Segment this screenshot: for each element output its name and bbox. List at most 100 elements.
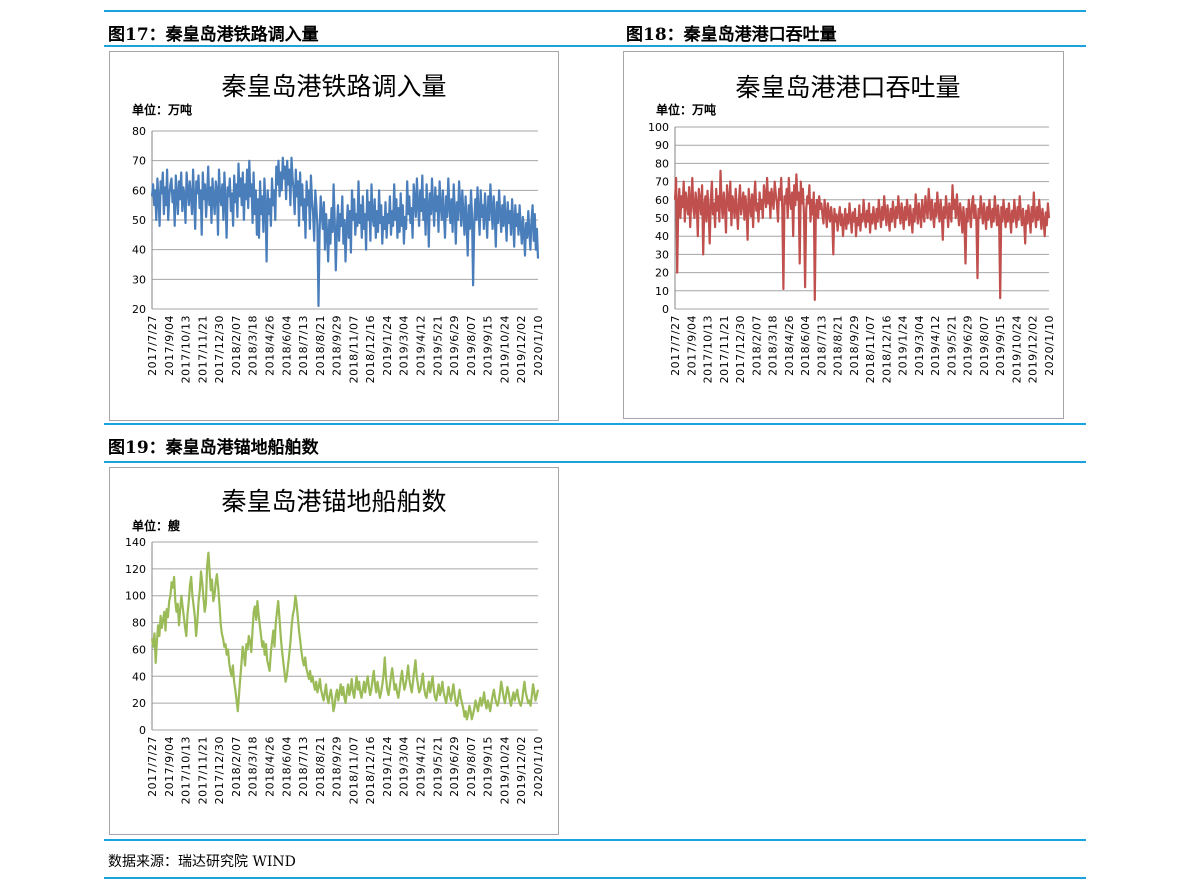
anchorage-x-tick-label: 2019/4/12 [415,736,428,797]
caption-rule-top [104,45,1086,47]
throughput-x-tick-label: 2018/12/16 [880,315,893,383]
throughput-x-tick-label: 2018/2/07 [750,315,763,376]
anchorage-x-tick-label: 2019/5/21 [431,736,444,797]
rail-x-tick-label: 2019/1/24 [381,315,394,376]
throughput-unit-label: 单位：万吨 [656,102,716,117]
throughput-x-tick-label: 2018/9/29 [848,315,861,376]
throughput-y-tick-label: 80 [655,157,669,170]
throughput-y-tick-label: 60 [655,194,669,207]
throughput-x-tick-label: 2019/9/15 [994,315,1007,376]
rail-x-tick-label: 2019/4/12 [415,315,428,376]
rail-y-tick-label: 50 [132,214,146,227]
anchorage-x-tick-label: 2019/9/15 [482,736,495,797]
chart-panel-throughput: 秦皇岛港港口吞吐量 单位：万吨 0 10 20 30 40 50 60 70 80 90 100 2017… [623,51,1064,419]
rail-x-tick-label: 2017/9/04 [163,315,176,376]
throughput-x-tick-label: 2018/7/13 [815,315,828,376]
rail-x-tick-label: 2019/12/02 [515,315,528,383]
rail-x-tick-label: 2020/1/10 [532,315,545,376]
rail-x-tick-label: 2019/6/29 [448,315,461,376]
anchorage-x-tick-label: 2020/1/10 [532,736,545,797]
throughput-x-tick-label: 2019/1/24 [897,315,910,376]
rail-series-line [150,156,540,308]
throughput-y-tick-label: 40 [655,230,669,243]
chart-panel-anchorage: 秦皇岛港锚地船舶数 单位：艘 0 20 40 60 80 100 120 140 2017/7/27… [109,467,559,835]
throughput-x-tick-label: 2017/10/13 [702,315,715,383]
anchorage-x-tick-label: 2018/8/21 [314,736,327,797]
throughput-y-tick-label: 100 [648,121,669,134]
rail-x-tick-label: 2018/9/29 [331,315,344,376]
rail-x-tick-label: 2018/6/04 [280,315,293,376]
throughput-x-tick-label: 2018/6/04 [799,315,812,376]
anchorage-x-tick-label: 2017/11/21 [196,736,209,804]
anchorage-x-tick-label: 2018/3/18 [247,736,260,797]
anchorage-y-tick-label: 40 [132,670,146,683]
throughput-x-tick-label: 2018/3/18 [767,315,780,376]
rail-y-tick-label: 60 [132,184,146,197]
throughput-x-tick-label: 2017/9/04 [685,315,698,376]
throughput-x-tick-label: 2019/3/04 [913,315,926,376]
caption-rule-middle [104,461,1086,463]
throughput-x-tick-label: 2018/8/21 [832,315,845,376]
top-rule [104,10,1086,12]
throughput-x-tick-label: 2019/5/21 [945,315,958,376]
rail-x-tick-label: 2017/7/27 [146,315,159,376]
throughput-y-tick-label: 0 [662,303,669,316]
anchorage-y-tick-label: 20 [132,697,146,710]
anchorage-x-tick-label: 2019/1/24 [381,736,394,797]
rail-x-tick-label: 2019/5/21 [431,315,444,376]
anchorage-x-tick-label: 2019/12/02 [515,736,528,804]
anchorage-x-tick-label: 2018/4/26 [263,736,276,797]
rail-y-tick-label: 20 [132,303,146,316]
anchorage-x-tick-label: 2018/12/16 [364,736,377,804]
throughput-x-tick-label: 2017/11/21 [718,315,731,383]
rail-x-tick-label: 2018/2/07 [230,315,243,376]
anchorage-x-tick-label: 2017/12/30 [213,736,226,804]
throughput-y-tick-label: 30 [655,248,669,261]
anchorage-y-tick-label: 140 [125,536,146,549]
figure-19-caption: 图19：秦皇岛港锚地船舶数 [108,438,319,458]
figure-17-caption: 图17：秦皇岛港铁路调入量 [108,25,319,45]
throughput-x-tick-label: 2019/10/24 [1010,315,1023,383]
rail-y-tick-label: 70 [132,155,146,168]
data-source: 数据来源：瑞达研究院 WIND [108,854,296,870]
rail-y-tick-label: 80 [132,125,146,138]
anchorage-x-tick-label: 2018/6/04 [280,736,293,797]
rail-x-tick-label: 2017/12/30 [213,315,226,383]
rail-x-tick-label: 2017/10/13 [180,315,193,383]
anchorage-x-tick-label: 2019/3/04 [398,736,411,797]
throughput-x-tick-label: 2019/8/07 [978,315,991,376]
anchorage-series-line [150,551,540,721]
anchorage-x-tick-label: 2019/8/07 [465,736,478,797]
anchorage-y-tick-label: 80 [132,617,146,630]
anchorage-x-tick-label: 2019/10/24 [498,736,511,804]
rail-unit-label: 单位：万吨 [132,102,192,117]
throughput-y-tick-label: 70 [655,176,669,189]
anchorage-x-tick-label: 2018/9/29 [331,736,344,797]
anchorage-y-tick-label: 0 [139,724,146,737]
source-rule-top [104,839,1086,841]
throughput-y-tick-label: 90 [655,139,669,152]
throughput-x-tick-label: 2018/4/26 [783,315,796,376]
rail-y-tick-label: 40 [132,244,146,257]
anchorage-x-tick-label: 2018/7/13 [297,736,310,797]
anchorage-x-tick-label: 2018/2/07 [230,736,243,797]
rail-x-tick-label: 2019/10/24 [498,315,511,383]
chart-panel-rail: 秦皇岛港铁路调入量 单位：万吨 20 30 40 50 60 70 80 2017/7/27 201… [109,51,559,421]
throughput-x-tick-label: 2019/4/12 [929,315,942,376]
throughput-chart-title: 秦皇岛港港口吞吐量 [735,73,960,102]
rail-x-tick-label: 2018/4/26 [263,315,276,376]
anchorage-y-tick-label: 100 [125,590,146,603]
throughput-x-tick-label: 2019/12/02 [1027,315,1040,383]
rail-x-tick-label: 2017/11/21 [196,315,209,383]
rail-x-tick-label: 2019/8/07 [465,315,478,376]
anchorage-y-tick-label: 60 [132,643,146,656]
anchorage-x-tick-label: 2019/6/29 [448,736,461,797]
rail-x-tick-label: 2018/3/18 [247,315,260,376]
rail-x-tick-label: 2018/8/21 [314,315,327,376]
rail-x-tick-label: 2019/9/15 [482,315,495,376]
anchorage-x-tick-label: 2017/9/04 [163,736,176,797]
rail-chart-title: 秦皇岛港铁路调入量 [221,72,446,101]
throughput-y-tick-label: 50 [655,212,669,225]
